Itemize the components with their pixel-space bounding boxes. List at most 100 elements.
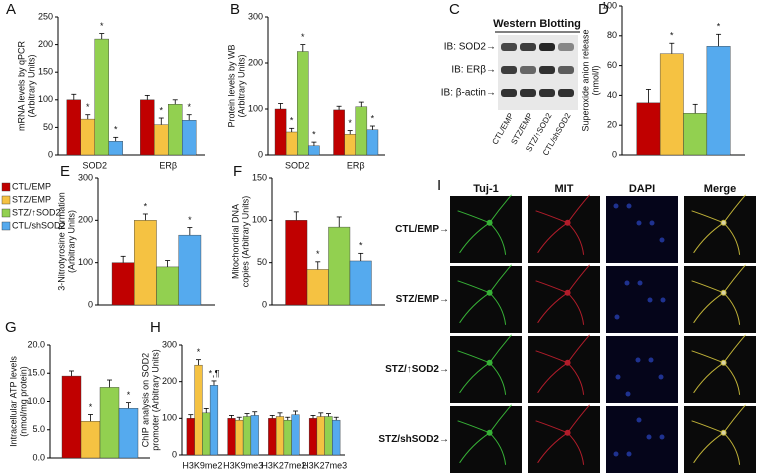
- error-bar: [333, 416, 339, 421]
- nucleus: [648, 357, 654, 363]
- error-bar: [347, 130, 353, 135]
- error-bar: [158, 117, 164, 125]
- error-bar: [142, 213, 148, 221]
- x-tick-label: H3K9me3: [223, 460, 263, 470]
- error-bar: [85, 114, 91, 120]
- bar: [111, 262, 135, 306]
- row-label: STZ/↑SOD2→: [385, 364, 449, 375]
- nucleus: [649, 220, 655, 226]
- micrograph: [606, 266, 678, 333]
- y-tick-label: 0: [612, 149, 617, 159]
- error-bar: [325, 413, 331, 417]
- error-bar: [358, 101, 364, 107]
- nucleus: [614, 314, 620, 320]
- bar: [182, 120, 197, 156]
- blot-row-label: IB: SOD2→: [444, 42, 496, 53]
- micrograph: [450, 336, 522, 403]
- bar: [324, 416, 333, 456]
- blot-band: [520, 89, 536, 97]
- legend-label: STZ/↑SOD2: [12, 207, 61, 217]
- neurite: [535, 194, 590, 255]
- cell-trace: [457, 404, 512, 465]
- y-tick-label: 0: [262, 299, 267, 309]
- y-axis-label: mRNA levels by qPCR: [16, 40, 26, 131]
- bar: [308, 145, 320, 156]
- neurite: [535, 264, 590, 325]
- cell-trace: [535, 334, 590, 395]
- column-header: Tuj-1: [473, 183, 498, 195]
- legend-label: CTL/shSOD2: [12, 220, 66, 230]
- error-bar: [69, 370, 74, 377]
- bar: [285, 220, 308, 306]
- neurite: [457, 334, 512, 395]
- bar: [306, 269, 329, 306]
- micrograph: [528, 406, 600, 473]
- blot-band: [539, 89, 555, 97]
- blot-band: [501, 43, 517, 51]
- soma: [720, 219, 727, 226]
- soma: [564, 359, 571, 366]
- significance-label: *: [144, 201, 148, 211]
- y-tick-label: 200: [38, 39, 53, 49]
- y-tick-label: 100: [248, 103, 263, 113]
- error-bar: [278, 103, 284, 109]
- legend-swatch: [1, 182, 11, 192]
- error-bar: [165, 260, 171, 267]
- row-label: STZ/shSOD2→: [378, 434, 449, 445]
- cell-trace: [535, 194, 590, 255]
- y-axis-label: Intracellular ATP levels: [8, 356, 18, 447]
- nucleus: [615, 374, 621, 380]
- bar: [227, 418, 236, 456]
- y-axis-label: promoter (Arbitrary Units): [150, 349, 160, 451]
- bar: [308, 418, 318, 456]
- soma: [720, 429, 727, 436]
- error-bar: [369, 125, 375, 130]
- micrograph: [450, 266, 522, 333]
- soma: [486, 359, 493, 366]
- bar: [344, 134, 356, 156]
- row-label: STZ/EMP→: [396, 294, 449, 305]
- significance-label: *: [670, 31, 674, 41]
- cell-trace: [457, 194, 512, 255]
- blot-title: Western Blotting: [493, 18, 581, 30]
- y-axis-label: (Arbitrary Units): [236, 54, 246, 117]
- y-axis-label: Mitochondrial DNA: [230, 204, 240, 279]
- nucleus: [613, 203, 619, 209]
- bar: [332, 419, 341, 456]
- bar: [134, 220, 157, 306]
- error-bar: [188, 414, 194, 419]
- bar: [209, 385, 219, 456]
- y-tick-label: 50: [43, 122, 53, 132]
- column-header: DAPI: [629, 183, 655, 195]
- legend-swatch: [1, 195, 11, 205]
- nucleus: [626, 451, 632, 457]
- error-bar: [336, 216, 342, 228]
- error-bar: [315, 261, 321, 270]
- error-bar: [113, 136, 119, 142]
- panel-label: D: [598, 1, 609, 18]
- nucleus: [626, 203, 632, 209]
- significance-label: *: [371, 113, 375, 123]
- panel-label: E: [60, 163, 70, 180]
- error-bar: [88, 414, 93, 422]
- error-bar: [187, 227, 193, 236]
- micrograph: [606, 336, 678, 403]
- x-tick-label: H3K9me2: [182, 460, 222, 470]
- legend-swatch: [1, 208, 11, 218]
- blot-band: [539, 43, 555, 51]
- nucleus: [613, 451, 619, 457]
- micrograph: [450, 196, 522, 263]
- y-tick-label: 300: [162, 339, 177, 349]
- y-tick-label: 0: [172, 449, 177, 459]
- y-tick-label: 60: [607, 60, 617, 70]
- error-bar: [285, 416, 291, 421]
- nucleus: [660, 297, 666, 303]
- y-tick-label: 40: [607, 90, 617, 100]
- error-bar: [692, 103, 698, 114]
- y-axis-label: 3-Nitrotyrosine formation: [56, 192, 66, 291]
- bar: [168, 104, 183, 156]
- y-axis-label: ChIP analysis on SOD2: [140, 353, 150, 447]
- nucleus: [625, 391, 631, 397]
- error-bar: [172, 99, 178, 105]
- error-bar: [211, 380, 217, 386]
